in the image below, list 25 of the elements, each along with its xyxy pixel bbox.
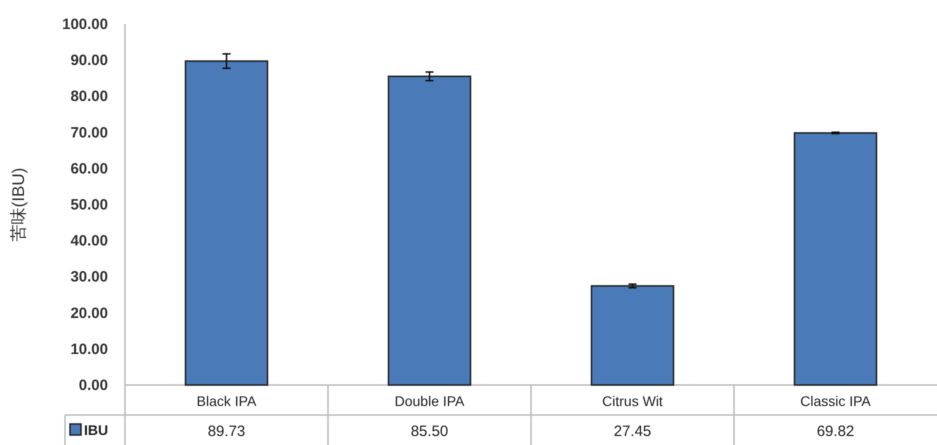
y-tick-label: 40.00 — [70, 232, 108, 250]
bar — [590, 285, 674, 386]
y-tick-label: 90.00 — [70, 52, 108, 70]
y-tick-label: 60.00 — [70, 160, 108, 178]
bar — [184, 60, 268, 386]
y-tick-label: 10.00 — [70, 340, 108, 358]
data-label: 27.45 — [614, 423, 652, 440]
data-label: 85.50 — [410, 423, 448, 440]
x-tick-label: Classic IPA — [800, 393, 872, 409]
y-tick-label: 20.00 — [70, 304, 108, 322]
bar — [794, 132, 878, 386]
x-tick-label: Double IPA — [394, 393, 466, 409]
y-tick-label: 0.00 — [78, 377, 108, 394]
data-label: 89.73 — [208, 423, 246, 440]
y-tick-label: 30.00 — [70, 268, 108, 286]
x-tick-label: Black IPA — [196, 393, 257, 409]
y-axis-title: 苦味(IBU) — [9, 168, 28, 242]
y-tick-label: 70.00 — [70, 124, 108, 142]
legend-label: IBU — [84, 422, 108, 438]
x-tick-label: Citrus Wit — [602, 393, 663, 409]
y-tick-label: 100.00 — [62, 16, 108, 33]
y-tick-label: 50.00 — [70, 196, 108, 214]
data-label: 69.82 — [816, 423, 854, 440]
bar — [388, 76, 472, 386]
y-tick-label: 80.00 — [70, 88, 108, 106]
